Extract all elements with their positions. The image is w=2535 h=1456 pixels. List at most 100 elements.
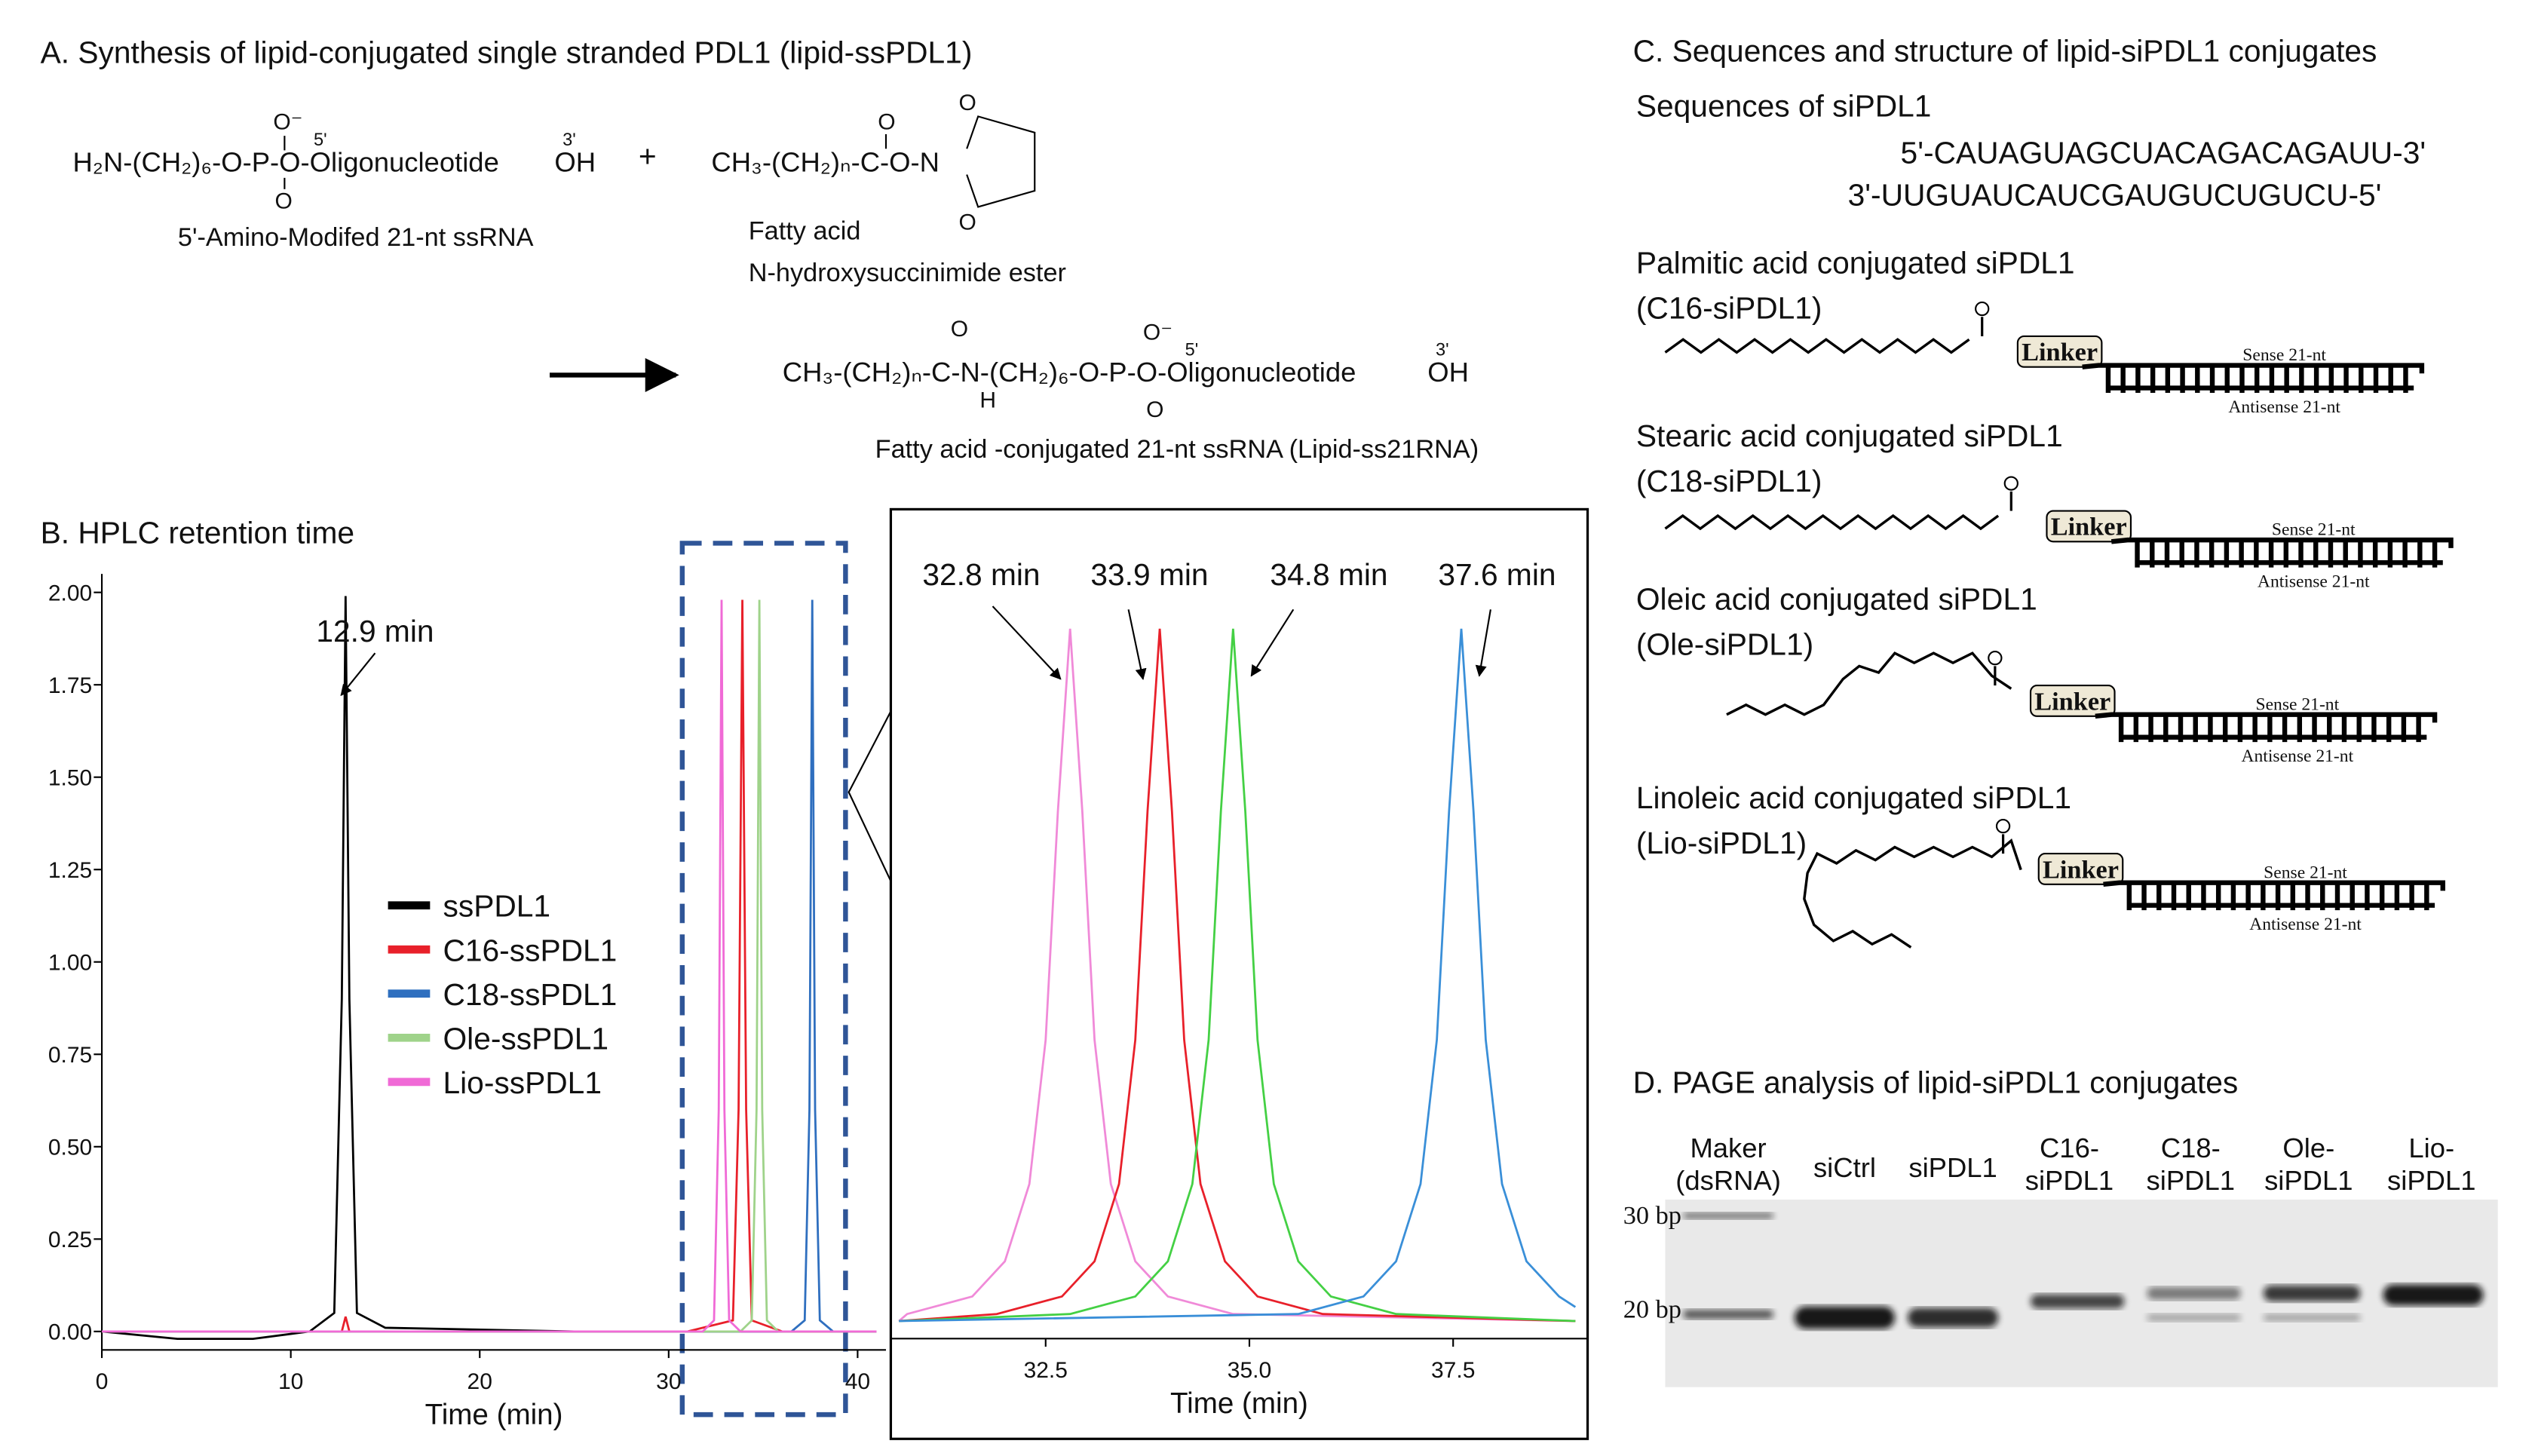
lane-label: siPDL1 [2264,1165,2353,1196]
sense-label: Sense 21-nt [2272,520,2356,540]
y-tick-label: 1.00 [48,950,92,975]
series-line [898,628,1576,1323]
caption: N-hydroxysuccinimide ester [749,259,1066,287]
antisense-label: Antisense 21-nt [2241,746,2353,766]
duplex-strands [2110,537,2454,566]
formula-prime: 5' [314,130,327,149]
formula-atom: O [878,110,895,135]
conjugate-name: Palmitic acid conjugated siPDL1 [1636,245,2075,280]
formula-atom: O [1146,397,1163,422]
series-line [102,599,877,1333]
succinimide-ring [966,115,1036,208]
formula: H₂N-(CH₂)₆-O-P-O-Oligonucleotide [72,146,498,177]
lane-label: siPDL1 [2147,1165,2235,1196]
antisense-label: Antisense 21-nt [2228,397,2340,417]
gel-band [2031,1294,2125,1309]
caption: Fatty acid -conjugated 21-nt ssRNA (Lipi… [875,435,1479,464]
formula-atom: O [958,210,976,234]
fatty-chain [1803,838,2022,949]
annotation: 12.9 min [316,614,434,648]
lane-label: Ole- [2282,1133,2334,1163]
duplex-rungs [2126,882,2429,911]
y-tick-label: 0.25 [48,1228,92,1252]
y-tick-label: 1.25 [48,858,92,883]
linker-label: Linker [2043,855,2119,884]
linker-box [2016,335,2103,368]
legend-label: ssPDL1 [443,889,550,924]
subtitle: Sequences of siPDL1 [1636,88,1932,123]
duplex-strands [2103,880,2445,908]
duplex-strands [2095,712,2438,740]
linker-box [2037,853,2124,885]
legend-label: Ole-ssPDL1 [443,1021,608,1056]
carbonyl-o [1975,301,1990,317]
antisense-label: Antisense 21-nt [2258,572,2370,591]
zoom-frame [889,507,1589,1440]
legend-label: Lio-ssPDL1 [443,1065,601,1100]
conjugate-abbrev: (C18-siPDL1) [1636,464,1822,498]
caption: Fatty acid [749,216,861,245]
panel-d-title: D. PAGE analysis of lipid-siPDL1 conjuga… [1633,1065,2239,1099]
x-tick-label: 40 [845,1369,870,1394]
y-tick-label: 0.50 [48,1136,92,1160]
carbonyl-o [2003,476,2018,491]
series-line [102,599,877,1333]
x-tick-label: 0 [96,1369,109,1394]
legend-label: C16-ssPDL1 [443,933,617,967]
fatty-chain [1664,338,1970,354]
y-tick-label: 0.75 [48,1043,92,1068]
conjugate-abbrev: (Ole-siPDL1) [1636,627,1813,661]
lane-label: Lio- [2408,1133,2454,1163]
annotation: 37.6 min [1438,557,1556,592]
y-tick-label: 1.75 [48,673,92,698]
annotation-arrow [1250,608,1295,677]
lane-label: (dsRNA) [1675,1165,1781,1196]
marker-label: 30 bp [1623,1201,1681,1230]
x-tick-label: 10 [278,1369,303,1394]
gel-band [2263,1285,2361,1302]
panel-a-title: A. Synthesis of lipid-conjugated single … [41,35,973,70]
panel-c-title: C. Sequences and structure of lipid-siPD… [1633,33,2377,68]
formula: CH₃-(CH₂)ₙ-C-N-(CH₂)₆-O-P-O-Oligonucleot… [783,357,1356,388]
lane-label: Maker [1690,1133,1766,1163]
annotation: 33.9 min [1090,557,1208,592]
formula-atom: O [275,189,293,214]
panel-b-title: B. HPLC retention time [41,515,354,550]
formula-atom: O [958,90,976,115]
carbonyl-o [1995,818,2011,834]
annotation-arrow [1475,609,1491,677]
y-tick-label: 2.00 [48,581,92,605]
duplex-strands [2082,363,2425,391]
lane-label: C18- [2161,1133,2221,1163]
gel-band [2263,1313,2361,1322]
series-line [102,599,877,1333]
linker-box [2029,685,2116,717]
gel-band [2147,1313,2241,1322]
carbonyl-o [1988,651,2003,666]
duplex-rungs [2135,540,2438,568]
annotation-arrow [340,652,376,697]
formula-atom: O⁻ [1143,320,1172,345]
antisense-label: Antisense 21-nt [2249,915,2362,934]
gel-band [1794,1306,1895,1329]
conjugate-name: Oleic acid conjugated siPDL1 [1636,581,2037,616]
annotation-arrow [992,605,1062,680]
x-tick-label: 37.5 [1431,1358,1475,1383]
lane-label: siCtrl [1813,1152,1876,1183]
formula-prime: 3' [562,130,576,149]
gel-band [1908,1307,1999,1328]
formula-oh: OH [554,146,596,177]
zoom-connector [848,710,892,882]
plus: + [639,139,657,173]
conjugate-abbrev: (Lio-siPDL1) [1636,826,1807,860]
linker-label: Linker [2051,513,2127,541]
formula-atom: O⁻ [273,110,302,135]
annotation-arrow [1127,609,1147,681]
linker-box [2046,510,2132,543]
y-tick-label: 0.00 [48,1320,92,1345]
conjugate-name: Linoleic acid conjugated siPDL1 [1636,780,2071,815]
linker-label: Linker [2034,687,2110,716]
zoom-region [679,541,848,1418]
